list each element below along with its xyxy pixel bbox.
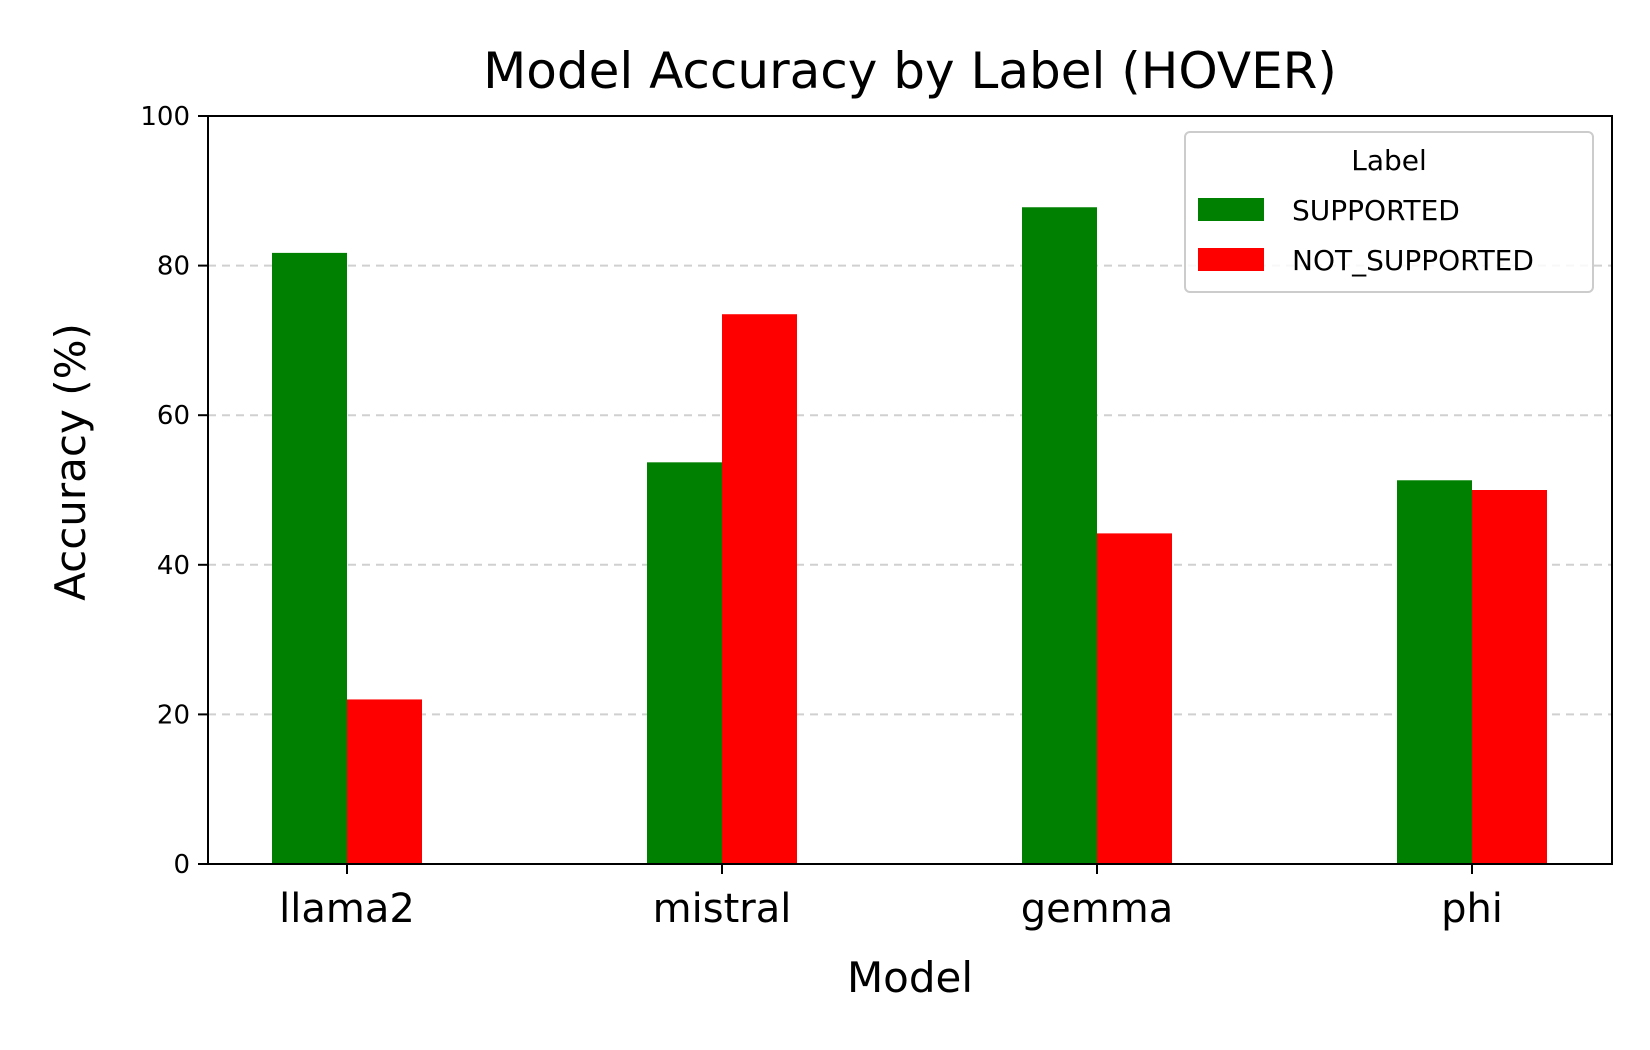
bar-not-supported-llama2 [347,699,422,864]
bar-not-supported-phi [1472,490,1547,864]
legend-title: Label [1351,144,1427,177]
bar-supported-llama2 [272,252,347,864]
bar-supported-phi [1397,480,1472,864]
y-tick-label: 80 [157,252,190,282]
x-tick-label: phi [1441,886,1503,932]
y-axis-ticks: 0 20 40 60 80 100 [140,102,208,880]
x-axis-label: Model [847,953,973,1002]
x-tick-label: llama2 [279,886,415,932]
y-tick-label: 0 [173,850,190,880]
x-tick-label: gemma [1021,886,1173,932]
bar-supported-mistral [647,462,722,864]
y-tick-label: 100 [140,102,190,132]
bar-not-supported-mistral [722,314,797,865]
plot-frame [207,115,1613,865]
y-tick-label: 20 [157,700,190,730]
legend-swatch-supported [1198,198,1264,221]
legend-label-not-supported: NOT_SUPPORTED [1292,244,1534,277]
legend-label-supported: SUPPORTED [1292,194,1460,227]
legend: Label SUPPORTED NOT_SUPPORTED [1184,131,1594,293]
bars [272,207,1547,865]
chart-title: Model Accuracy by Label (HOVER) [483,42,1337,100]
x-axis-ticks: llama2 mistral gemma phi [279,864,1503,932]
legend-swatch-not-supported [1198,248,1264,271]
y-tick-label: 40 [157,551,190,581]
x-tick-label: mistral [653,886,792,932]
bar-not-supported-gemma [1097,533,1172,864]
y-tick-label: 60 [157,401,190,431]
y-axis-label: Accuracy (%) [46,323,95,601]
legend-box [1184,131,1594,293]
bar-supported-gemma [1022,207,1097,865]
